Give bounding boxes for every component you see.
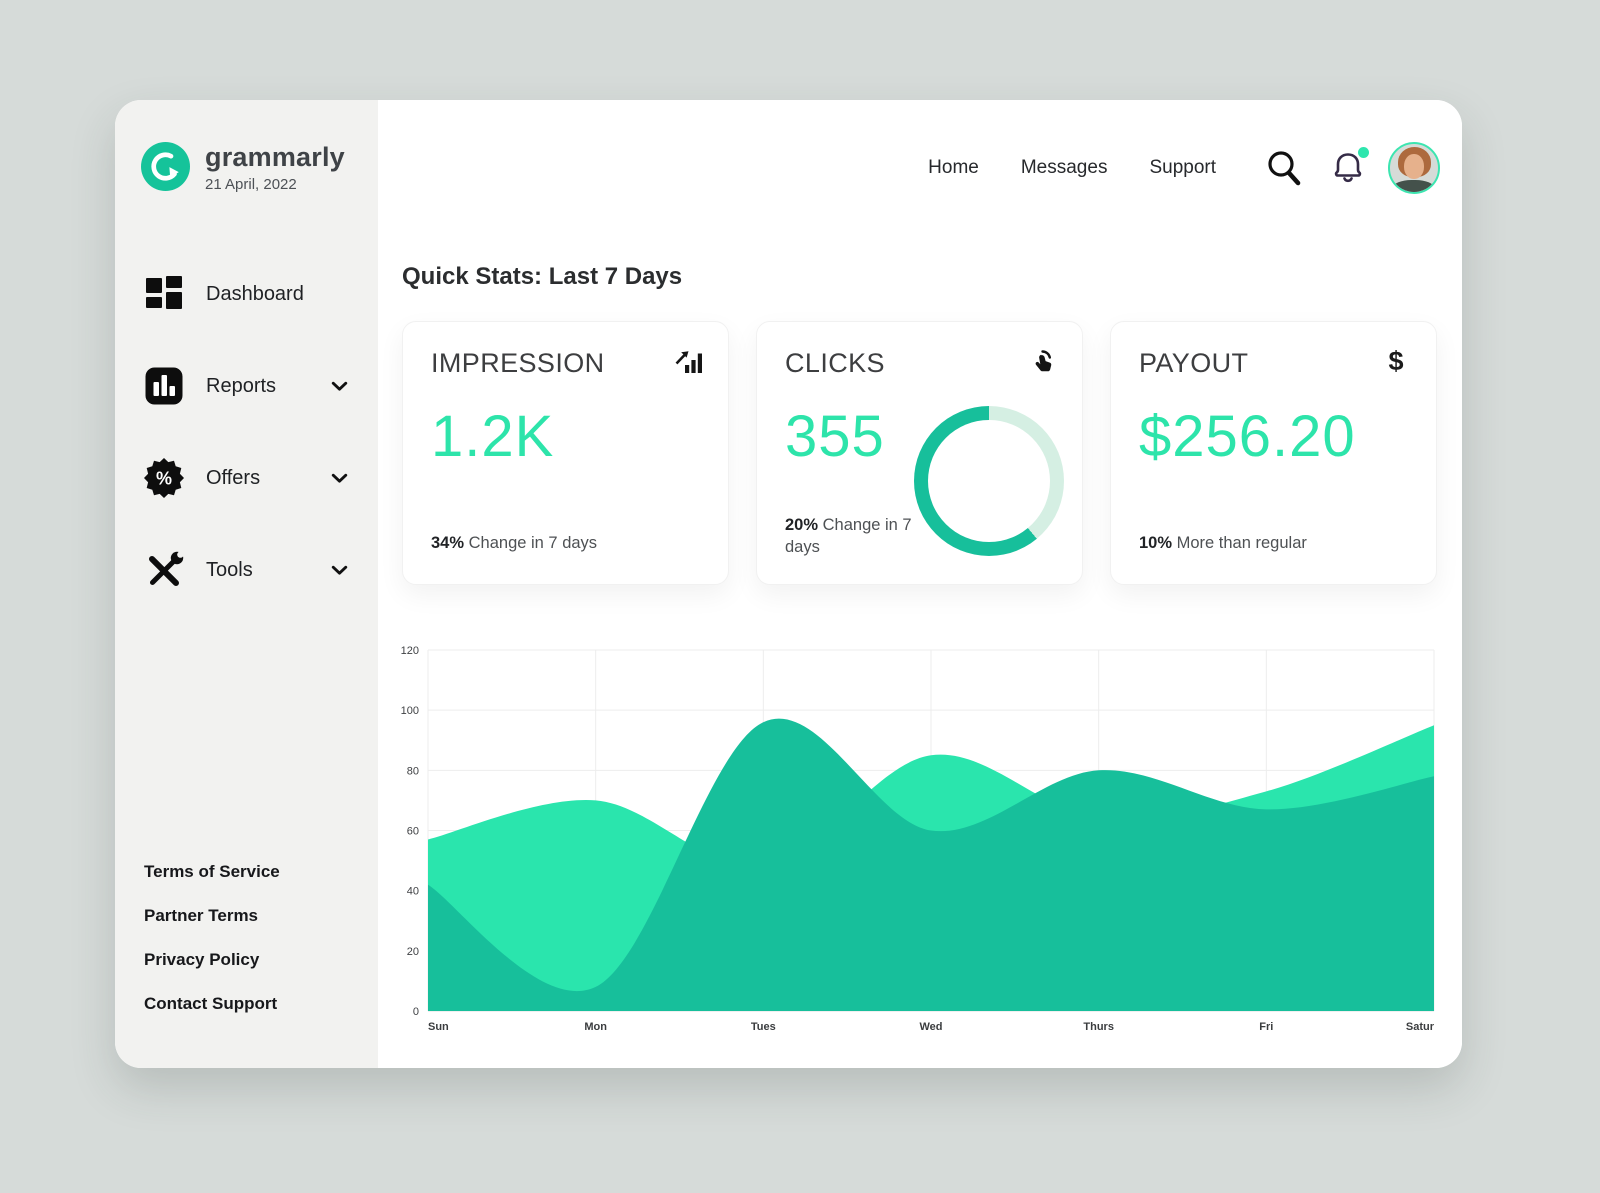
brand-text: grammarly 21 April, 2022 [205,142,345,193]
avatar-art [1404,154,1424,179]
impression-note: 34% Change in 7 days [431,533,598,552]
grammarly-logo-icon [141,142,190,191]
card-title: IMPRESSION [431,348,605,378]
impression-value: 1.2K [431,404,555,469]
svg-text:%: % [156,469,172,489]
sidebar: grammarly 21 April, 2022 Dashboard [115,100,378,1068]
svg-text:Mon: Mon [584,1021,607,1033]
card-title: CLICKS [785,348,885,378]
card-title: PAYOUT [1139,348,1249,378]
dashboard-window: grammarly 21 April, 2022 Dashboard [115,100,1462,1068]
current-date: 21 April, 2022 [205,176,297,193]
avatar-art [1393,180,1434,192]
svg-text:80: 80 [407,765,419,777]
svg-text:100: 100 [401,705,419,717]
notifications-button[interactable] [1330,147,1369,188]
top-navigation: Home Messages Support [886,142,1440,194]
nav-link-support[interactable]: Support [1149,157,1216,178]
svg-text:Wed: Wed [919,1021,942,1033]
payout-card: PAYOUT $ $256.20 10% More than regular [1110,321,1437,585]
impression-card: IMPRESSION 1.2K 34% Change in 7 days [402,321,729,585]
sidebar-item-tools[interactable]: Tools [115,544,378,596]
svg-text:Thurs: Thurs [1083,1021,1114,1033]
tools-icon [143,549,185,591]
area-chart-canvas: 0 20 40 60 80 100 120 Sun Mon Tues Wed Thurs Fri Satu… [401,645,1435,1033]
dollar-icon: $ [1388,345,1404,376]
sidebar-item-offers[interactable]: % Offers [115,452,378,504]
search-icon [1268,151,1301,186]
footer-link-terms-of-service[interactable]: Terms of Service [144,862,280,881]
main-content: Home Messages Support [378,100,1462,1068]
chevron-down-icon [331,381,348,392]
footer-link-privacy-policy[interactable]: Privacy Policy [144,950,260,969]
clicks-value: 355 [785,404,885,469]
sidebar-item-dashboard[interactable]: Dashboard [115,268,378,320]
chevron-down-icon [331,565,348,576]
svg-text:20: 20 [407,946,419,958]
svg-text:Fri: Fri [1259,1021,1273,1033]
page-title: Quick Stats: Last 7 Days [402,263,683,290]
svg-text:Satur: Satur [1406,1021,1435,1033]
clicks-note: 20% Change in 7 days [785,516,912,556]
payout-note: 10% More than regular [1139,533,1307,552]
sidebar-item-label: Dashboard [206,282,304,305]
discount-badge-icon: % [143,457,185,499]
svg-text:Tues: Tues [751,1021,776,1033]
report-bars-icon [143,366,185,406]
sidebar-item-label: Offers [206,466,261,489]
sidebar-footer-links: Terms of Service Partner Terms Privacy P… [144,838,280,1014]
sidebar-item-label: Tools [206,558,253,581]
brand-logo: grammarly 21 April, 2022 [141,142,345,193]
brand-name: grammarly [205,142,345,172]
search-button[interactable] [1264,147,1304,189]
clicks-card: CLICKS 355 20% Change in 7 days [756,321,1083,585]
sidebar-item-label: Reports [206,374,277,397]
svg-text:Sun: Sun [428,1021,449,1033]
chevron-down-icon [331,473,348,484]
impressions-trend-icon [672,346,704,376]
bell-icon [1334,153,1362,183]
nav-link-messages[interactable]: Messages [1020,157,1108,178]
weekly-area-chart: 0 20 40 60 80 100 120 Sun Mon Tues Wed Thurs Fri Satu… [398,636,1458,1036]
sidebar-item-reports[interactable]: Reports [115,360,378,412]
svg-text:120: 120 [401,645,419,657]
user-avatar[interactable] [1388,142,1440,194]
tap-click-icon [1026,346,1058,376]
payout-value: $256.20 [1139,404,1356,469]
nav-link-home[interactable]: Home [928,157,979,178]
svg-text:40: 40 [407,886,419,898]
svg-text:0: 0 [413,1006,419,1018]
svg-text:60: 60 [407,826,419,838]
notification-dot [1358,147,1369,158]
dashboard-grid-icon [143,274,185,314]
sidebar-nav: Dashboard Reports [115,268,378,636]
clicks-donut-chart [914,406,1064,556]
footer-link-partner-terms[interactable]: Partner Terms [144,906,259,925]
stats-cards-row: IMPRESSION 1.2K 34% Change in 7 days [402,321,1437,585]
footer-link-contact-support[interactable]: Contact Support [144,994,278,1013]
